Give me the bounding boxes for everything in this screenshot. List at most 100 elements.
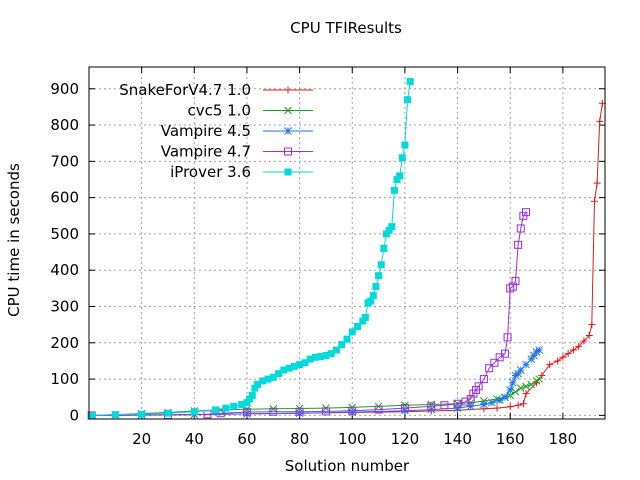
data-point <box>248 391 256 399</box>
data-point <box>474 382 483 391</box>
data-point <box>285 364 293 372</box>
data-point <box>401 406 409 415</box>
data-point <box>511 387 520 396</box>
x-tick-label: 120 <box>391 430 420 448</box>
data-point <box>501 393 509 402</box>
data-point <box>275 370 283 378</box>
data-point <box>466 395 475 404</box>
data-point <box>164 409 172 417</box>
data-point <box>522 360 530 369</box>
data-point <box>564 350 572 358</box>
data-point <box>238 400 246 408</box>
data-point <box>301 359 309 367</box>
data-point <box>311 353 319 361</box>
data-point <box>243 399 251 407</box>
data-point <box>284 106 292 115</box>
data-point <box>359 317 367 325</box>
data-point <box>522 382 530 391</box>
data-point <box>514 401 522 409</box>
data-point <box>375 272 383 280</box>
x-tick-label: 60 <box>237 430 256 448</box>
data-point <box>190 408 198 416</box>
data-point <box>400 404 409 413</box>
legend-label: cvc5 1.0 <box>187 102 251 120</box>
data-point <box>138 410 146 418</box>
legend-label: Vampire 4.7 <box>161 143 251 161</box>
data-point <box>485 364 494 373</box>
data-point <box>532 348 541 356</box>
data-point <box>338 341 346 349</box>
data-point <box>514 240 523 249</box>
data-point <box>490 358 499 367</box>
data-point <box>253 381 261 389</box>
data-point <box>354 322 362 330</box>
data-point <box>588 321 596 329</box>
data-point <box>284 147 292 156</box>
data-point <box>503 333 512 342</box>
data-point <box>295 407 304 416</box>
data-point <box>243 410 251 418</box>
data-point <box>398 154 406 162</box>
plot-frame <box>88 66 606 420</box>
data-point <box>487 398 496 407</box>
data-point <box>508 282 517 291</box>
y-tick-label: 100 <box>50 370 79 388</box>
data-point <box>522 208 531 217</box>
data-point <box>596 117 604 125</box>
data-point <box>575 342 583 350</box>
data-point <box>369 292 377 300</box>
data-point <box>514 369 522 378</box>
data-point <box>321 407 330 416</box>
y-axis-ticks: 0 100 200 300 400 500 600 700 800 900 <box>50 80 605 424</box>
data-point <box>559 353 567 361</box>
legend-label: Vampire 4.5 <box>161 122 251 140</box>
data-point <box>466 402 475 411</box>
series-line <box>91 211 527 416</box>
data-point <box>554 357 562 365</box>
data-point <box>530 351 538 360</box>
data-point <box>372 283 380 291</box>
data-point <box>230 402 238 410</box>
series-4 <box>88 78 414 419</box>
data-point <box>427 402 436 411</box>
data-point <box>242 408 251 417</box>
data-point <box>348 406 357 415</box>
data-point <box>506 403 514 411</box>
data-point <box>522 390 530 398</box>
data-point <box>585 332 593 340</box>
data-point <box>493 404 501 412</box>
data-point <box>495 396 504 404</box>
data-point <box>361 313 369 321</box>
data-point <box>519 400 527 408</box>
data-point <box>500 349 509 358</box>
y-tick-label: 700 <box>50 152 79 170</box>
data-point <box>259 377 267 385</box>
data-point <box>453 404 462 412</box>
data-point <box>348 408 357 416</box>
data-point <box>348 328 356 336</box>
data-point <box>479 375 488 384</box>
series-3 <box>87 208 531 420</box>
data-point <box>374 405 383 414</box>
data-point <box>527 380 536 389</box>
data-point <box>211 406 219 414</box>
y-axis-label: CPU time in seconds <box>5 163 23 317</box>
data-point <box>535 346 544 354</box>
data-point <box>264 375 272 383</box>
data-point <box>590 197 598 205</box>
chart-title: CPU TFIResults <box>290 19 402 37</box>
data-point <box>516 366 525 374</box>
legend: SnakeForV4.7 1.0 cvc5 1.0 Vampire 4.5 Vampi… <box>119 81 313 181</box>
x-tick-label: 100 <box>338 430 367 448</box>
data-point <box>269 404 278 413</box>
data-point <box>284 168 292 176</box>
data-point <box>396 172 404 180</box>
data-point <box>440 401 449 410</box>
y-tick-label: 300 <box>50 298 79 316</box>
data-point <box>295 409 304 418</box>
data-point <box>546 361 554 369</box>
data-point <box>88 411 96 419</box>
legend-label: SnakeForV4.7 1.0 <box>119 81 251 99</box>
data-point <box>511 371 520 380</box>
